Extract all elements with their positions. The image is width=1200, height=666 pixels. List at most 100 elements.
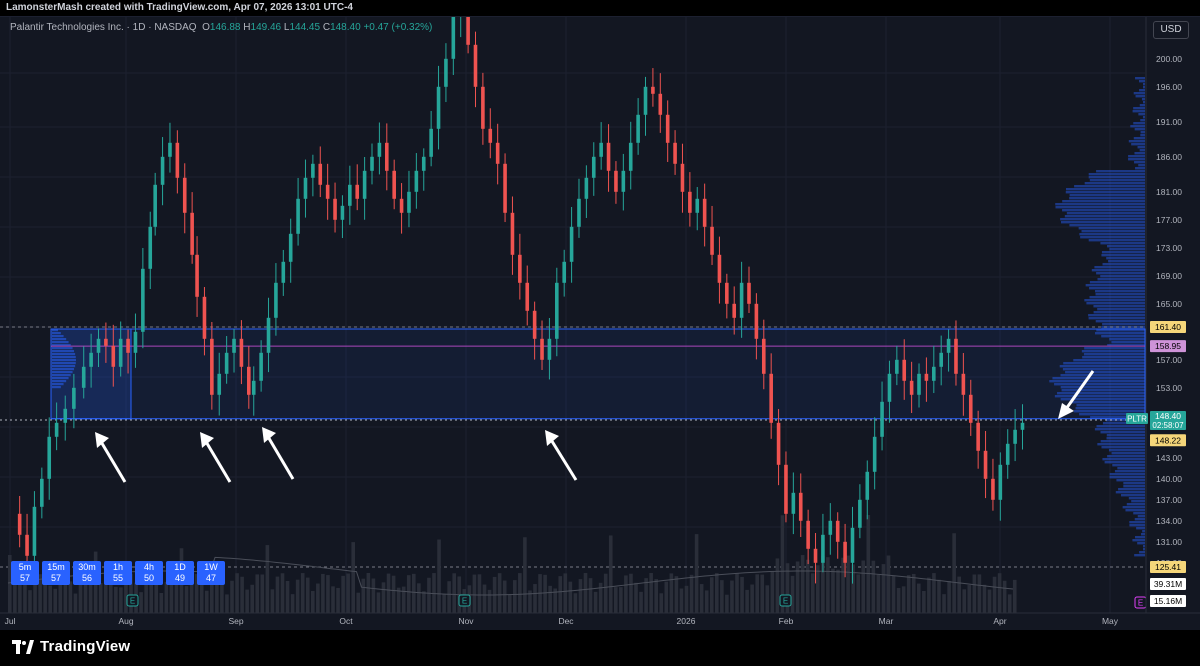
profile-bar <box>1089 287 1145 290</box>
volume-bar <box>442 593 446 613</box>
profile-bar <box>1141 98 1145 101</box>
profile-bar <box>1101 446 1145 449</box>
volume-bar <box>649 573 653 613</box>
candle-body <box>202 296 207 339</box>
zone-profile-bar <box>52 347 73 350</box>
high-value: 149.46 <box>250 22 282 33</box>
volume-bar <box>447 581 451 613</box>
zone-profile-bar <box>52 380 67 383</box>
candle-body <box>296 198 300 234</box>
candle-body <box>665 114 670 143</box>
candle-body <box>865 471 870 500</box>
volume-bar <box>144 578 148 613</box>
candle-body <box>532 310 537 339</box>
volume-bar <box>947 580 951 613</box>
candle-body <box>195 254 199 297</box>
volume-bar <box>674 576 679 613</box>
candle-body <box>606 142 611 171</box>
profile-bar <box>1084 347 1145 350</box>
volume-bar <box>568 581 573 613</box>
volume-bar <box>58 576 63 613</box>
earnings-marker <box>458 594 471 607</box>
profile-bar <box>1123 482 1145 485</box>
currency-button[interactable]: USD <box>1153 21 1189 39</box>
volume-bar <box>265 545 270 613</box>
candle-body <box>813 548 818 563</box>
volume-bar <box>886 555 891 613</box>
volume-bar <box>982 584 987 613</box>
volume-bar <box>432 573 436 613</box>
candle-body <box>621 170 626 192</box>
volume-bar <box>730 580 734 613</box>
volume-bar <box>401 586 406 613</box>
volume-bar <box>760 574 765 613</box>
candle-body <box>362 170 367 199</box>
profile-bar <box>1120 494 1145 497</box>
volume-bar <box>821 555 825 613</box>
candle-body <box>924 373 929 381</box>
ticker-tag: PLTR <box>1127 415 1147 424</box>
volume-bar <box>816 565 820 613</box>
volume-bar <box>755 574 759 613</box>
volume-bar <box>83 573 88 613</box>
profile-bar <box>1096 425 1145 428</box>
price-tick-label: 196.00 <box>1156 82 1182 92</box>
chart-area[interactable]: EEEE212.00204.00200.00196.00191.00186.00… <box>0 16 1200 630</box>
volume-bar <box>124 575 128 613</box>
candle-body <box>887 373 892 402</box>
volume-bar <box>331 586 335 613</box>
volume-bar <box>856 574 860 613</box>
price-tick-label: 157.00 <box>1156 355 1182 365</box>
volume-bar <box>225 594 229 613</box>
profile-bar <box>1139 89 1145 92</box>
profile-bar <box>1137 146 1145 149</box>
candle-body <box>503 163 507 213</box>
volume-bar <box>598 582 603 613</box>
candle-body <box>540 338 544 360</box>
profile-bar <box>1081 350 1145 353</box>
candle-body <box>850 527 855 563</box>
candle-body <box>111 345 116 367</box>
tf-value: 50 <box>143 573 154 583</box>
volume-bar <box>341 575 345 613</box>
time-axis-label: Feb <box>779 616 794 626</box>
price-chart[interactable]: EEEE212.00204.00200.00196.00191.00186.00… <box>0 17 1200 631</box>
time-axis-label: Oct <box>339 616 353 626</box>
volume-bar <box>826 557 830 613</box>
earnings-marker <box>779 594 792 607</box>
volume-bar <box>300 573 305 613</box>
zone-profile-bar <box>52 362 76 365</box>
profile-bar <box>1134 554 1145 557</box>
volume-bar <box>386 573 391 613</box>
candle-body <box>25 534 29 556</box>
volume-bar <box>33 584 37 613</box>
candle-body <box>421 156 426 171</box>
volume-bar <box>997 573 1002 613</box>
profile-bar <box>1060 374 1145 377</box>
profile-bar <box>1108 260 1145 263</box>
volume-bar <box>922 590 926 613</box>
profile-bar <box>1135 167 1145 170</box>
volume-bar <box>770 571 775 613</box>
profile-bar <box>1123 485 1145 488</box>
volume-bar <box>745 589 749 613</box>
profile-bar <box>1129 524 1145 527</box>
profile-bar <box>1094 428 1145 431</box>
profile-bar <box>1100 431 1145 434</box>
volume-bar <box>543 574 547 613</box>
profile-bar <box>1088 176 1145 179</box>
volume-bar <box>164 581 169 613</box>
tf-label: 1W <box>204 562 218 572</box>
pink-level-tag-bg <box>1150 340 1186 353</box>
tradingview-logo[interactable]: TradingView <box>12 638 130 655</box>
footer-bar: TradingView <box>0 630 1200 666</box>
volume-bar <box>790 575 795 613</box>
arrow-head <box>95 432 109 448</box>
profile-bar <box>1139 149 1145 152</box>
profile-bar <box>1133 137 1145 140</box>
volume-bar <box>603 573 608 613</box>
price-tick-label: 137.00 <box>1156 495 1182 505</box>
volume-bar <box>866 515 871 613</box>
tf-value: 57 <box>50 573 61 583</box>
volume-bar <box>129 573 133 613</box>
